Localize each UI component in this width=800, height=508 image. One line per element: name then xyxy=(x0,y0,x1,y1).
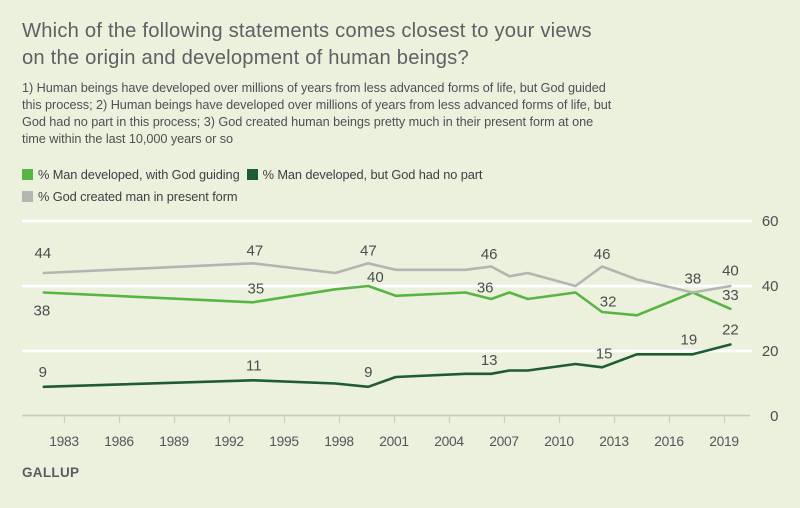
question-wording-line-2: this process; 2) Human beings have devel… xyxy=(22,98,612,112)
series-line-god-created-man-in-present-form xyxy=(42,261,732,294)
x-axis-label-2001: 2001 xyxy=(379,434,409,449)
legend-item-present-form: % God created man in present form xyxy=(22,188,238,204)
data-label-man-developed-with-god-guiding-2019: 33 xyxy=(722,287,739,304)
y-axis-label-60: 60 xyxy=(762,213,779,230)
data-label-man-developed-but-god-had-no-part-1982: 9 xyxy=(39,364,47,381)
data-label-man-developed-with-god-guiding-2006: 36 xyxy=(477,280,494,297)
y-axis-label-40: 40 xyxy=(762,278,779,295)
question-wording-line-4: time within the last 10,000 years or so xyxy=(22,132,234,146)
legend-row-2: % God created man in present form xyxy=(22,188,482,204)
x-axis-label-2019: 2019 xyxy=(709,434,739,449)
question-wording-line-3: God had no part in this process; 3) God … xyxy=(22,115,594,129)
data-label-god-created-man-in-present-form-2012: 46 xyxy=(594,246,611,263)
data-label-man-developed-but-god-had-no-part-2019: 22 xyxy=(722,322,739,339)
x-axis-label-1989: 1989 xyxy=(159,434,189,449)
chart-title-line-1: Which of the following statements comes … xyxy=(22,20,592,42)
question-wording-line-1: 1) Human beings have developed over mill… xyxy=(22,81,606,95)
x-axis-label-2007: 2007 xyxy=(489,434,519,449)
x-axis-label-2004: 2004 xyxy=(434,434,464,449)
data-label-god-created-man-in-present-form-2017: 38 xyxy=(684,271,701,288)
data-label-man-developed-with-god-guiding-1982: 38 xyxy=(33,303,50,320)
data-label-man-developed-but-god-had-no-part-2012: 15 xyxy=(596,345,613,362)
series-line-man-developed-but-god-had-no-part xyxy=(42,343,732,389)
legend-swatch-no-part xyxy=(246,168,258,180)
data-label-man-developed-but-god-had-no-part-1993: 11 xyxy=(246,357,262,374)
legend-label-god-guiding: % Man developed, with God guiding xyxy=(38,166,240,182)
series-line-man-developed-with-god-guiding xyxy=(42,284,732,317)
y-axis-label-0: 0 xyxy=(770,408,778,425)
chart-title: Which of the following statements comes … xyxy=(22,18,592,72)
data-label-god-created-man-in-present-form-1993: 47 xyxy=(246,242,263,259)
data-label-man-developed-with-god-guiding-1999: 40 xyxy=(367,269,384,286)
chart-legend: % Man developed, with God guiding % Man … xyxy=(22,166,482,210)
data-label-man-developed-but-god-had-no-part-1999: 9 xyxy=(364,364,372,381)
gallup-logo: GALLUP xyxy=(22,465,80,480)
x-axis-label-1992: 1992 xyxy=(214,434,244,449)
data-label-man-developed-with-god-guiding-1993: 35 xyxy=(247,280,264,297)
legend-swatch-god-guiding xyxy=(22,168,33,180)
data-label-man-developed-but-god-had-no-part-2006: 13 xyxy=(481,352,498,369)
legend-item-no-part: % Man developed, but God had no part xyxy=(246,166,483,182)
data-label-god-created-man-in-present-form-1982: 44 xyxy=(34,245,51,262)
y-axis-label-20: 20 xyxy=(762,343,779,360)
data-label-man-developed-with-god-guiding-2012: 32 xyxy=(600,294,617,311)
data-label-god-created-man-in-present-form-1999: 47 xyxy=(360,242,377,259)
x-axis-label-1986: 1986 xyxy=(104,434,134,449)
x-axis-label-2016: 2016 xyxy=(654,434,684,449)
x-axis-label-2010: 2010 xyxy=(544,434,574,449)
x-axis-label-1995: 1995 xyxy=(269,434,299,449)
legend-label-no-part: % Man developed, but God had no part xyxy=(262,166,483,182)
data-label-god-created-man-in-present-form-2006: 46 xyxy=(481,246,498,263)
legend-row-1: % Man developed, with God guiding % Man … xyxy=(22,166,482,182)
x-axis-label-1983: 1983 xyxy=(49,434,79,449)
legend-label-present-form: % God created man in present form xyxy=(38,188,238,204)
x-axis-label-2013: 2013 xyxy=(599,434,629,449)
x-axis-label-1998: 1998 xyxy=(324,434,354,449)
chart-title-line-2: on the origin and development of human b… xyxy=(22,47,469,69)
legend-swatch-present-form xyxy=(22,190,33,202)
question-wording-note: 1) Human beings have developed over mill… xyxy=(22,80,611,148)
data-label-man-developed-but-god-had-no-part-2017: 19 xyxy=(680,331,697,348)
data-label-god-created-man-in-present-form-2019: 40 xyxy=(722,263,739,280)
legend-item-god-guiding: % Man developed, with God guiding xyxy=(22,167,240,182)
